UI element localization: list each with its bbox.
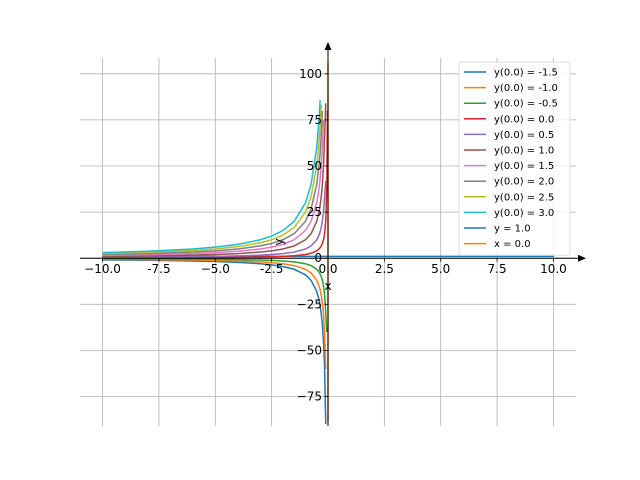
x-tick-label: 5.0 — [431, 262, 450, 276]
legend-label: y(0.0) = -1.5 — [494, 68, 558, 79]
series-line — [102, 110, 329, 259]
series-line — [102, 259, 327, 425]
legend-label: y(0.0) = 0.0 — [494, 114, 554, 125]
y-tick-label: 50 — [307, 159, 322, 173]
y-tick-label: 75 — [307, 113, 322, 127]
legend-label: y(0.0) = -0.5 — [494, 99, 558, 110]
series-line — [102, 103, 327, 258]
x-tick-label: 7.5 — [488, 262, 507, 276]
legend-label: y(0.0) = -1.0 — [494, 83, 558, 94]
x-tick-label: -2.5 — [260, 262, 283, 276]
x-tick-label: −10.0 — [84, 262, 121, 276]
y-arrow — [324, 42, 332, 50]
x-axis-label: x — [324, 279, 331, 293]
series-line — [102, 100, 321, 254]
y-tick-label: 25 — [307, 205, 322, 219]
legend-label: x = 0.0 — [494, 239, 531, 250]
series-line — [102, 180, 327, 259]
x-tick-label: -7.5 — [147, 262, 170, 276]
legend-label: y(0.0) = 3.0 — [494, 208, 554, 219]
legend-label: y(0.0) = 2.0 — [494, 177, 554, 188]
axes: −10.0 -7.5 −5.0 -2.5 0.0 2.5 5.0 7.5 10.0−75−50−… — [80, 42, 586, 426]
y-tick-label: −75 — [297, 389, 322, 403]
legend-label: y(0.0) = 1.5 — [494, 161, 554, 172]
y-tick-label: 100 — [299, 67, 322, 81]
legend-box — [458, 61, 571, 256]
x-tick-label: 2.5 — [375, 262, 394, 276]
legend: y(0.0) = -1.5 y(0.0) = -1.0 y(0.0) = -0.5 y… — [458, 61, 571, 256]
y-axis-label: y — [272, 238, 286, 245]
legend-label: y = 1.0 — [494, 224, 531, 235]
y-tick-label: −25 — [297, 297, 322, 311]
legend-label: y(0.0) = 0.5 — [494, 130, 554, 141]
y-tick-label: −50 — [297, 343, 322, 357]
series-line — [102, 104, 322, 255]
x-tick-label: −5.0 — [201, 262, 230, 276]
series-line — [102, 110, 324, 256]
series-line — [102, 258, 328, 333]
x-arrow — [578, 254, 586, 262]
series-line — [102, 119, 325, 257]
legend-label: y(0.0) = 1.0 — [494, 146, 554, 157]
x-tick-label: 10.0 — [540, 262, 567, 276]
legend-label: y(0.0) = 2.5 — [494, 192, 554, 203]
